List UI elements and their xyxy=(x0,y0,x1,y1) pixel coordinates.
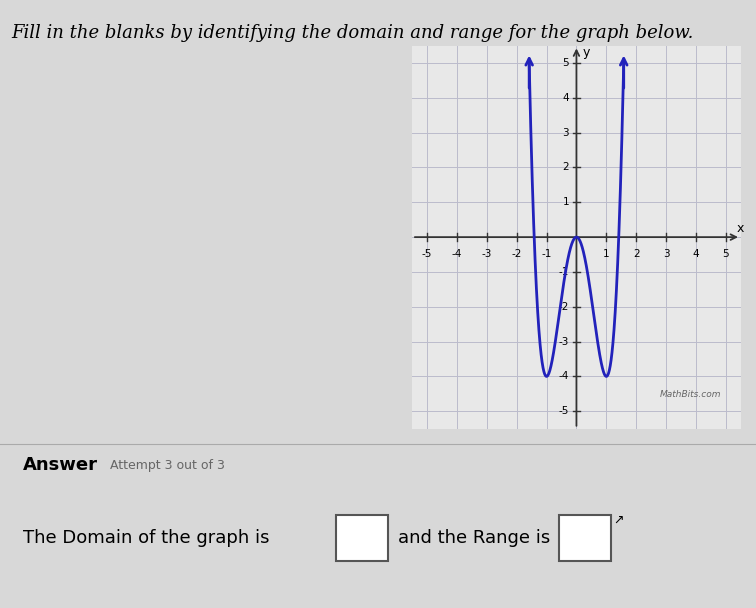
Text: -2: -2 xyxy=(512,249,522,259)
Text: 4: 4 xyxy=(562,93,569,103)
Text: -1: -1 xyxy=(559,267,569,277)
Text: 1: 1 xyxy=(603,249,609,259)
Text: -1: -1 xyxy=(541,249,552,259)
Text: -5: -5 xyxy=(559,406,569,416)
Text: -5: -5 xyxy=(422,249,432,259)
Text: MathBits.com: MathBits.com xyxy=(660,390,722,399)
Text: 5: 5 xyxy=(723,249,730,259)
Text: ↗: ↗ xyxy=(613,513,624,527)
Text: -3: -3 xyxy=(482,249,492,259)
Text: 4: 4 xyxy=(692,249,699,259)
Text: x: x xyxy=(736,222,744,235)
Text: Attempt 3 out of 3: Attempt 3 out of 3 xyxy=(110,458,225,472)
Text: The Domain of the graph is: The Domain of the graph is xyxy=(23,529,269,547)
Text: -4: -4 xyxy=(559,371,569,381)
Text: Fill in the blanks by identifying the domain and range for the graph below.: Fill in the blanks by identifying the do… xyxy=(11,24,694,43)
Text: 3: 3 xyxy=(663,249,670,259)
Text: and the Range is: and the Range is xyxy=(398,529,550,547)
Text: -3: -3 xyxy=(559,337,569,347)
Text: -4: -4 xyxy=(451,249,462,259)
Text: y: y xyxy=(582,46,590,59)
Text: Answer: Answer xyxy=(23,456,98,474)
Text: 2: 2 xyxy=(633,249,640,259)
Text: 5: 5 xyxy=(562,58,569,68)
Text: 3: 3 xyxy=(562,128,569,137)
Text: 1: 1 xyxy=(562,198,569,207)
Text: -2: -2 xyxy=(559,302,569,312)
Text: 2: 2 xyxy=(562,162,569,173)
